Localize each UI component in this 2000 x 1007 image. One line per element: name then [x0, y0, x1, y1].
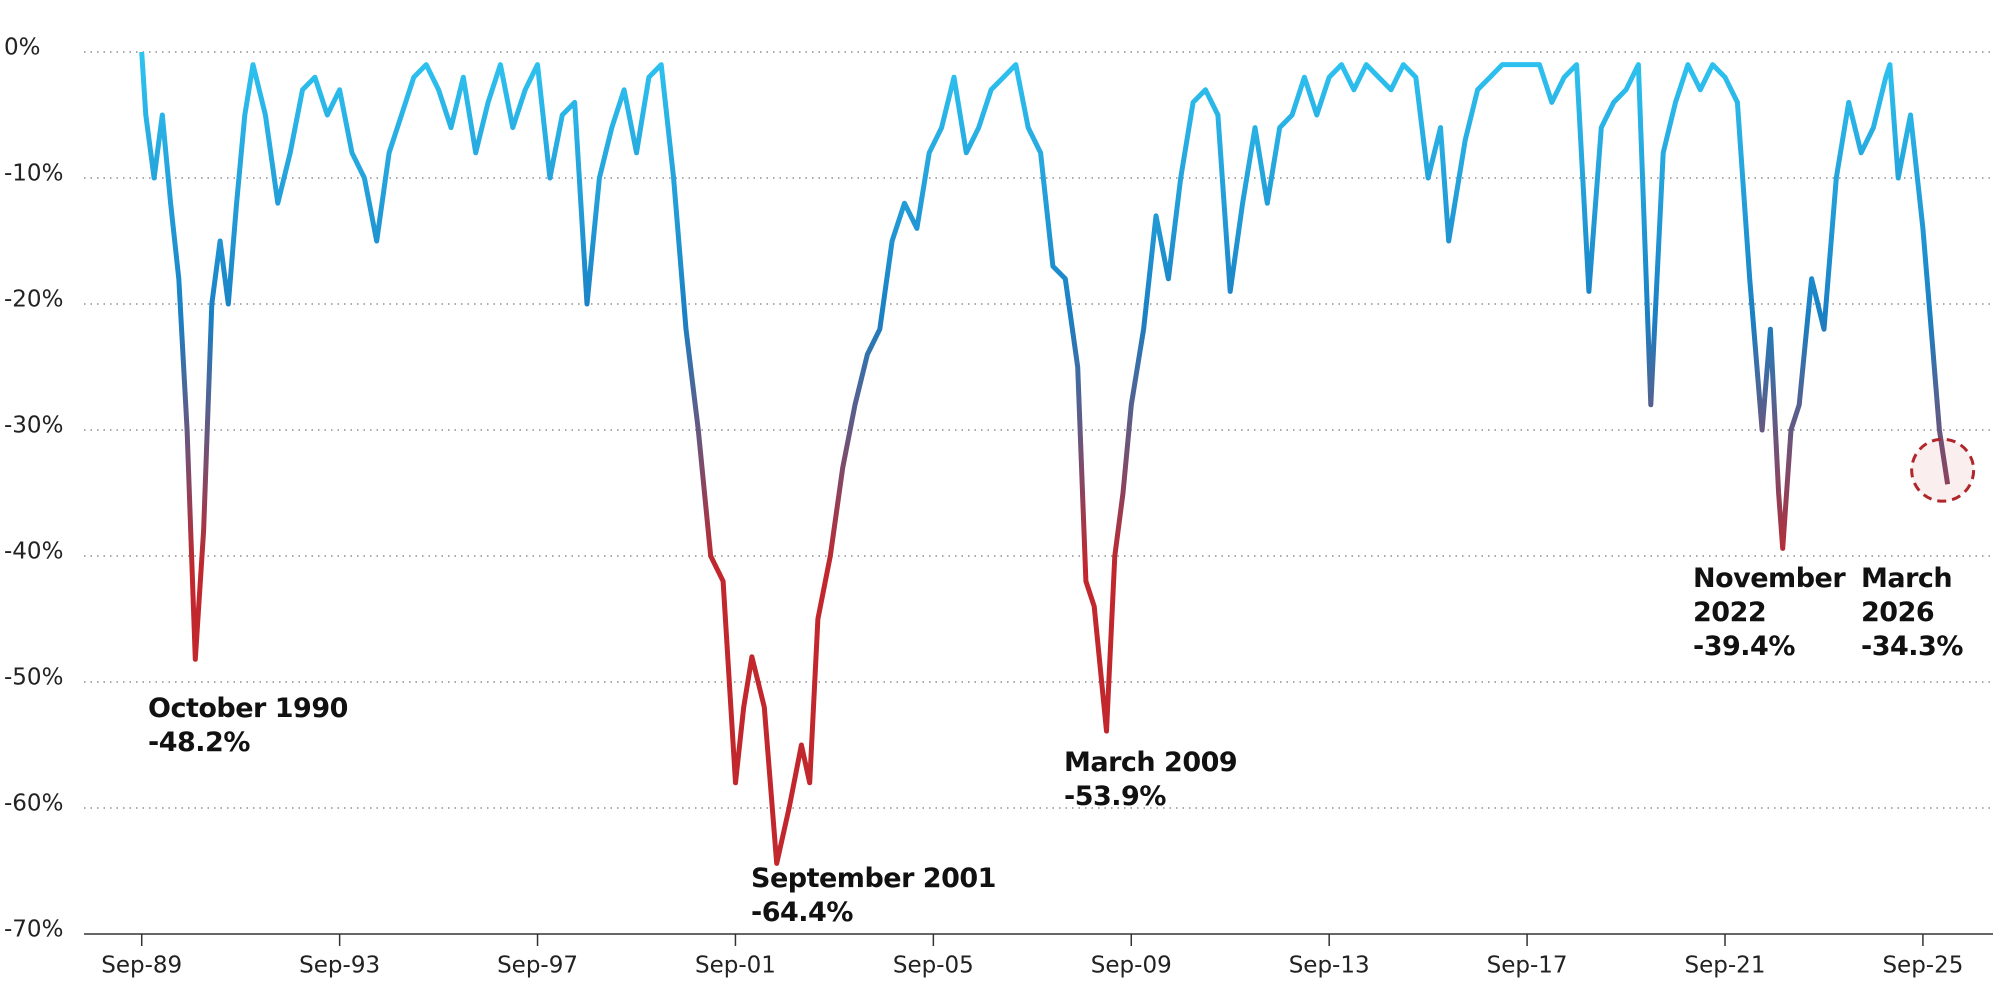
x-tick-label: Sep-05 [893, 953, 974, 979]
x-tick-label: Sep-25 [1882, 953, 1963, 979]
drawdown-line [139, 51, 1951, 866]
annotation-label: -53.9% [1064, 781, 1166, 812]
annotation-label: -34.3% [1861, 631, 1963, 662]
y-tick-label: -40% [4, 539, 63, 565]
annotation-date: March 2026 [1861, 563, 1953, 628]
annotation: October 1990 -48.2% [148, 692, 348, 760]
x-tick-label: Sep-13 [1289, 953, 1370, 979]
highlight-circle [1910, 437, 1976, 503]
annotation-date: November 2022 [1693, 563, 1846, 628]
annotation: March 2009 -53.9% [1064, 746, 1238, 814]
y-tick-label: 0% [4, 35, 41, 61]
y-tick-label: -20% [4, 287, 63, 313]
x-tick-label: Sep-97 [497, 953, 578, 979]
annotation: September 2001 -64.4% [751, 862, 996, 930]
annotation: November 2022 -39.4% [1693, 562, 1846, 664]
x-tick-label: Sep-01 [695, 953, 776, 979]
x-tick-label: Sep-09 [1091, 953, 1172, 979]
y-tick-label: -50% [4, 665, 63, 691]
annotation-label: -64.4% [751, 897, 853, 928]
x-tick-label: Sep-21 [1685, 953, 1766, 979]
x-tick-label: Sep-93 [299, 953, 380, 979]
y-tick-label: -60% [4, 791, 63, 817]
annotation-date: October 1990 [148, 693, 348, 724]
x-tick-label: Sep-89 [101, 953, 182, 979]
y-tick-label: -30% [4, 413, 63, 439]
annotation-date: March 2009 [1064, 747, 1238, 778]
annotation: March 2026 -34.3% [1861, 562, 1971, 664]
y-tick-label: -10% [4, 161, 63, 187]
y-tick-label: -70% [4, 917, 63, 943]
x-tick-label: Sep-17 [1487, 953, 1568, 979]
annotation-date: September 2001 [751, 863, 996, 894]
annotation-label: -39.4% [1693, 631, 1795, 662]
annotation-label: -48.2% [148, 727, 250, 758]
